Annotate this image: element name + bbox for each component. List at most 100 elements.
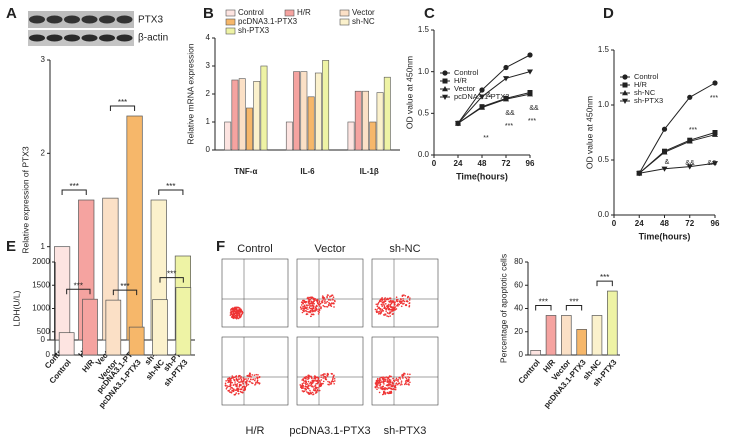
- event: [226, 385, 229, 387]
- significance-bracket: [158, 189, 184, 195]
- event: [376, 384, 379, 386]
- legend-label: sh-PTX3: [634, 96, 663, 105]
- event: [234, 389, 237, 391]
- marker: [636, 171, 643, 177]
- panel-label: E: [6, 238, 16, 255]
- event: [398, 303, 401, 306]
- event: [406, 300, 408, 303]
- blot-band: [64, 15, 80, 24]
- event: [240, 314, 242, 317]
- significance-bracket: [159, 277, 184, 283]
- event: [333, 382, 335, 385]
- y-tick-label: 80: [514, 257, 523, 266]
- event: [393, 306, 395, 308]
- event: [305, 309, 307, 312]
- event: [330, 305, 333, 308]
- bar: [128, 326, 145, 356]
- event: [247, 383, 250, 386]
- line: [457, 93, 531, 124]
- marker: [712, 131, 718, 137]
- event: [388, 300, 390, 302]
- event: [409, 373, 411, 376]
- event: [311, 304, 314, 307]
- event: [393, 301, 396, 303]
- event: [386, 379, 389, 382]
- event: [330, 383, 332, 385]
- event: [302, 306, 304, 308]
- event: [242, 382, 244, 385]
- bar: [376, 92, 384, 151]
- event: [400, 380, 403, 382]
- event: [394, 303, 396, 305]
- panel-label: F: [216, 238, 225, 255]
- event: [381, 308, 383, 311]
- event: [310, 376, 313, 379]
- event: [333, 302, 335, 305]
- significance-label: ***: [120, 282, 129, 291]
- event: [317, 390, 319, 392]
- event: [318, 301, 320, 304]
- event: [378, 379, 381, 381]
- event: [394, 306, 397, 308]
- bar: [53, 246, 71, 341]
- event: [394, 379, 397, 381]
- bar: [314, 72, 322, 151]
- event: [402, 298, 404, 300]
- event: [387, 305, 389, 308]
- event: [231, 389, 234, 392]
- legend-label: Control: [454, 68, 479, 77]
- event: [244, 386, 247, 389]
- event: [242, 389, 245, 391]
- event: [242, 377, 245, 379]
- event: [330, 303, 332, 305]
- event: [378, 301, 380, 304]
- event: [400, 298, 402, 301]
- event: [314, 309, 316, 311]
- bar: [354, 90, 362, 151]
- bar: [152, 299, 168, 356]
- bar: [82, 298, 98, 356]
- event: [400, 301, 403, 303]
- event: [386, 388, 389, 390]
- panel-label: A: [6, 5, 17, 22]
- bar: [369, 121, 377, 151]
- legend-swatch: [225, 9, 236, 17]
- flow-label: sh-NC: [389, 243, 420, 255]
- event: [389, 297, 392, 299]
- event: [256, 381, 259, 384]
- blot-label: PTX3: [138, 15, 163, 26]
- event: [309, 296, 312, 299]
- event: [224, 382, 227, 385]
- event: [300, 308, 303, 310]
- event: [312, 381, 315, 383]
- event: [240, 391, 243, 394]
- event: [333, 377, 336, 380]
- bar: [238, 78, 246, 151]
- event: [236, 310, 239, 313]
- event: [232, 317, 235, 320]
- event: [406, 383, 408, 386]
- event: [228, 385, 230, 388]
- panel-label: D: [603, 5, 614, 22]
- event: [311, 307, 313, 310]
- y-tick-label: 0: [206, 145, 211, 154]
- event: [383, 383, 385, 385]
- event: [229, 385, 231, 387]
- significance-bracket: [535, 304, 552, 311]
- legend-marker: [622, 90, 628, 96]
- significance-label: ***: [166, 182, 175, 191]
- event: [234, 312, 237, 315]
- event: [388, 383, 391, 386]
- event: [305, 375, 307, 378]
- y-tick-label: 1: [206, 117, 211, 126]
- event: [230, 391, 233, 393]
- event: [236, 315, 238, 317]
- significance-label: &&: [529, 105, 539, 112]
- y-axis-label: Relative mRNA expression: [185, 43, 195, 144]
- event: [390, 392, 392, 394]
- event: [384, 308, 387, 310]
- y-tick-label: 3: [206, 61, 211, 70]
- event: [236, 387, 239, 389]
- event: [258, 382, 261, 384]
- event: [231, 387, 234, 389]
